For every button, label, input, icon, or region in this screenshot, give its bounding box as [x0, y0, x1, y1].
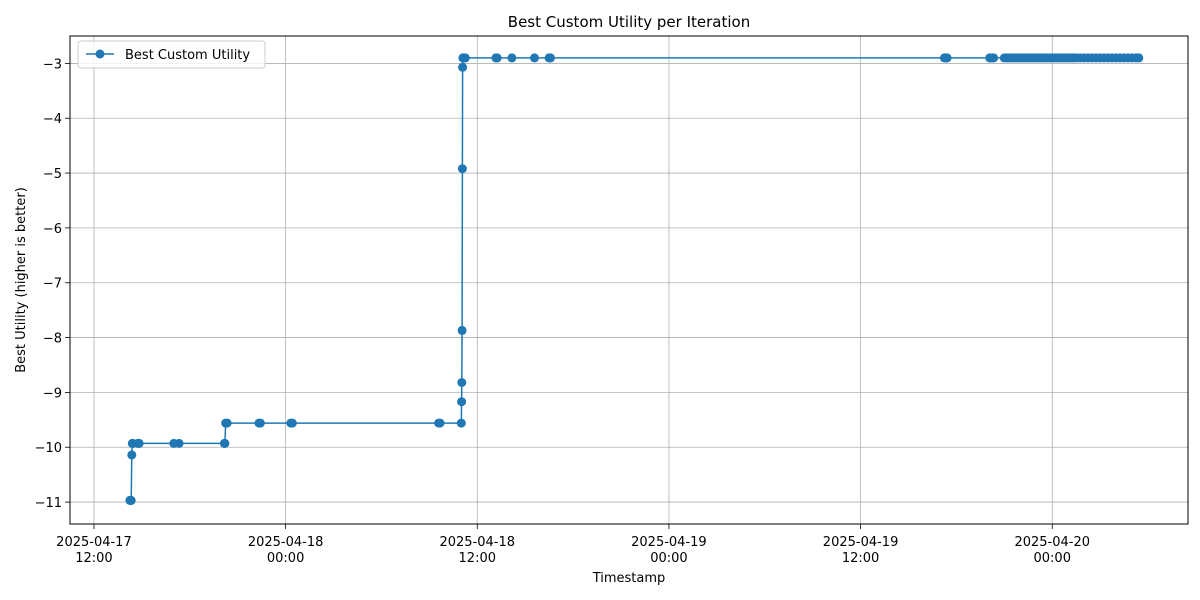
x-tick-label-time: 00:00	[650, 551, 687, 566]
legend-box	[77, 40, 266, 69]
y-tick-label: −3	[43, 57, 62, 72]
data-point	[255, 418, 265, 428]
data-point	[134, 438, 144, 448]
y-tick-label: −9	[43, 386, 62, 401]
data-point	[530, 53, 539, 63]
data-point	[222, 418, 232, 428]
grid	[70, 36, 1188, 524]
data-point	[457, 378, 467, 387]
x-tick-label-time: 00:00	[1034, 551, 1071, 566]
legend: Best Custom Utility	[77, 40, 266, 69]
y-tick-label: −7	[43, 277, 62, 292]
data-point	[492, 53, 502, 63]
data-point	[457, 397, 467, 407]
x-tick-label-time: 12:00	[842, 551, 879, 566]
y-tick-label: −8	[43, 332, 62, 347]
y-axis-label: Best Utility (higher is better)	[14, 187, 29, 373]
x-tick-label: 2025-04-18	[439, 535, 515, 550]
data-point	[507, 53, 517, 63]
x-tick-label: 2025-04-17	[56, 535, 132, 550]
x-tick-label: 2025-04-18	[248, 535, 324, 550]
data-point	[435, 418, 445, 428]
data-point	[457, 325, 467, 335]
y-tick-label: −6	[43, 222, 62, 237]
data-point	[460, 53, 470, 63]
data-point	[174, 438, 184, 448]
data-point	[127, 450, 137, 460]
data-point	[126, 495, 136, 505]
x-tick-label: 2025-04-19	[823, 535, 899, 550]
x-tick-label-time: 12:00	[75, 551, 112, 566]
x-tick-label: 2025-04-20	[1014, 535, 1090, 550]
axis-ticks: 2025-04-1712:002025-04-1800:002025-04-18…	[35, 57, 1090, 566]
data-point	[287, 418, 297, 428]
x-tick-label-time: 12:00	[459, 551, 496, 566]
plot-frame	[69, 35, 1189, 525]
legend-marker-swatch	[95, 49, 105, 59]
x-tick-label-time: 00:00	[267, 551, 304, 566]
data-point	[220, 438, 230, 448]
y-tick-label: −4	[43, 112, 62, 127]
legend-label: Best Custom Utility	[125, 48, 250, 63]
data-point	[942, 53, 952, 63]
chart-title: Best Custom Utility per Iteration	[508, 13, 750, 31]
y-tick-label: −11	[35, 496, 62, 511]
y-tick-label: −10	[35, 441, 62, 456]
data-point	[458, 62, 468, 72]
series-best-custom-utility	[125, 53, 1144, 505]
x-tick-label: 2025-04-19	[631, 535, 707, 550]
data-point	[457, 164, 467, 174]
data-point	[989, 53, 999, 63]
y-tick-label: −5	[43, 167, 62, 182]
data-point	[1134, 53, 1144, 63]
data-point	[456, 418, 466, 428]
data-point	[546, 53, 555, 63]
x-axis-label: Timestamp	[592, 571, 666, 586]
